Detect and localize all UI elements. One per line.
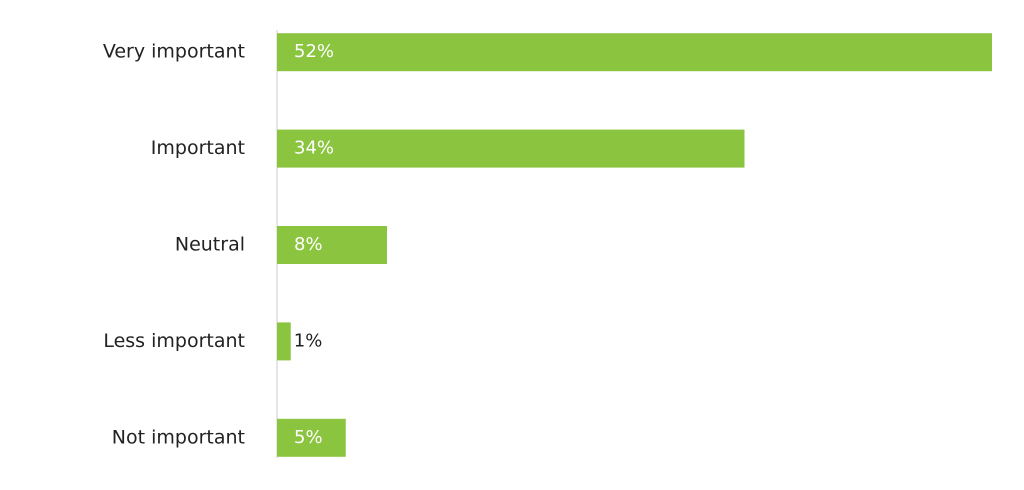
category-label: Neutral bbox=[175, 234, 245, 256]
category-label: Not important bbox=[112, 426, 245, 448]
bar bbox=[277, 226, 387, 264]
value-label: 8% bbox=[294, 234, 323, 255]
bar bbox=[277, 129, 745, 168]
value-label: 1% bbox=[294, 330, 323, 351]
category-label: Important bbox=[151, 137, 245, 159]
value-label: 34% bbox=[294, 138, 334, 159]
bar bbox=[277, 418, 346, 457]
category-label: Less important bbox=[103, 330, 245, 352]
bar bbox=[277, 33, 992, 72]
category-label: Very important bbox=[103, 41, 245, 63]
value-label: 5% bbox=[294, 427, 323, 448]
bar bbox=[277, 322, 291, 361]
value-label: 52% bbox=[294, 41, 334, 62]
